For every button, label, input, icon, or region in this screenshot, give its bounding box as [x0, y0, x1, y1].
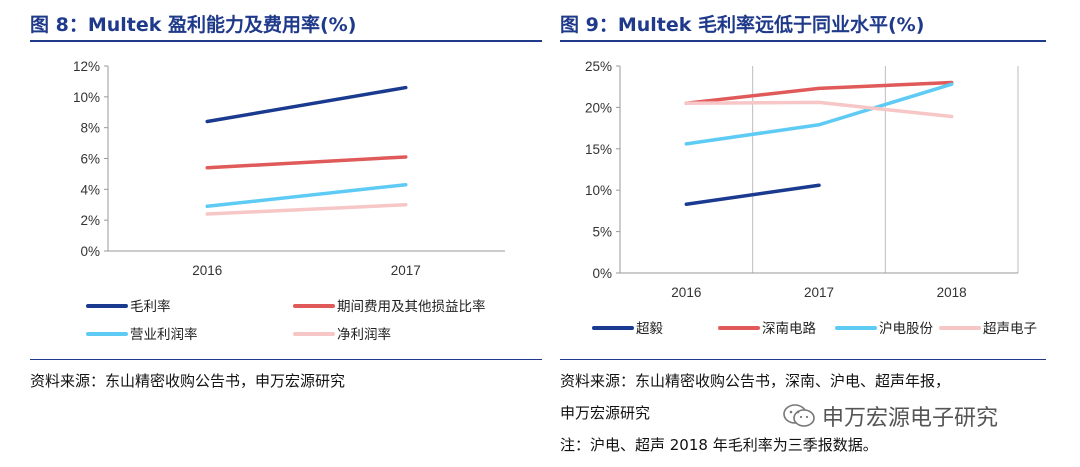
- y-tick-label: 2%: [80, 213, 100, 228]
- x-tick-label: 2016: [192, 263, 222, 278]
- footer-rule: [560, 359, 1046, 360]
- series-line-超声电子: [684, 100, 954, 119]
- y-tick-label: 8%: [80, 121, 100, 136]
- series-line-净利润率: [205, 203, 408, 216]
- series-line-期间费用及其他损益比率: [205, 155, 408, 170]
- title-rule: [560, 40, 1046, 42]
- footer-rule: [30, 359, 542, 360]
- x-tick-label: 2016: [671, 285, 701, 300]
- y-tick-label: 25%: [585, 59, 612, 74]
- legend-label: 超声电子: [983, 321, 1037, 337]
- y-tick-label: 12%: [73, 59, 100, 74]
- y-tick-label: 0%: [80, 244, 100, 259]
- figure-8-title: 图 8：Multek 盈利能力及费用率(%): [30, 14, 357, 36]
- series-line-沪电股份: [684, 82, 954, 146]
- series-line-毛利率: [205, 85, 408, 124]
- x-tick-label: 2017: [804, 285, 834, 300]
- y-tick-label: 4%: [80, 182, 100, 197]
- series-line-深南电路: [684, 80, 954, 106]
- legend-label: 深南电路: [762, 321, 816, 337]
- legend-label: 期间费用及其他损益比率: [337, 298, 486, 315]
- legend-label: 营业利润率: [130, 326, 198, 343]
- wechat-icon: [782, 403, 816, 435]
- y-tick-label: 10%: [585, 183, 612, 198]
- legend-label: 毛利率: [130, 298, 171, 315]
- right-note: 注：沪电、超声 2018 年毛利率为三季报数据。: [560, 436, 878, 454]
- left-chart: 0% 2% 4% 6% 8% 10% 12% 2016 2017 毛利率 期间费用及其他损益比率营业…: [73, 59, 505, 343]
- x-tick-label: 2018: [937, 285, 967, 300]
- y-tick-label: 5%: [592, 225, 612, 240]
- legend-label: 沪电股份: [879, 321, 933, 337]
- x-tick-label: 2017: [391, 263, 421, 278]
- figure-9-title: 图 9：Multek 毛利率远低于同业水平(%): [560, 14, 925, 36]
- right-chart: 0% 5% 10% 15% 20% 25% 2016 2017 2018 超毅 深南电路 沪电股份 超声…: [585, 59, 1037, 337]
- right-source-line2: 申万宏源研究: [560, 404, 651, 422]
- y-tick-label: 20%: [585, 100, 612, 115]
- left-source: 资料来源：东山精密收购公告书，申万宏源研究: [30, 372, 346, 390]
- y-tick-label: 0%: [592, 266, 612, 281]
- watermark-text: 申万宏源电子研究: [822, 406, 999, 431]
- y-tick-label: 6%: [80, 152, 100, 167]
- series-line-超毅: [684, 183, 821, 207]
- legend-label: 超毅: [636, 320, 664, 337]
- watermark: 申万宏源电子研究: [782, 400, 998, 435]
- right-source-line1: 资料来源：东山精密收购公告书，深南、沪电、超声年报，: [560, 372, 951, 390]
- series-line-营业利润率: [205, 182, 408, 209]
- y-tick-label: 15%: [585, 142, 612, 157]
- y-tick-label: 10%: [73, 90, 100, 105]
- title-rule: [30, 40, 542, 42]
- legend-label: 净利润率: [337, 326, 391, 343]
